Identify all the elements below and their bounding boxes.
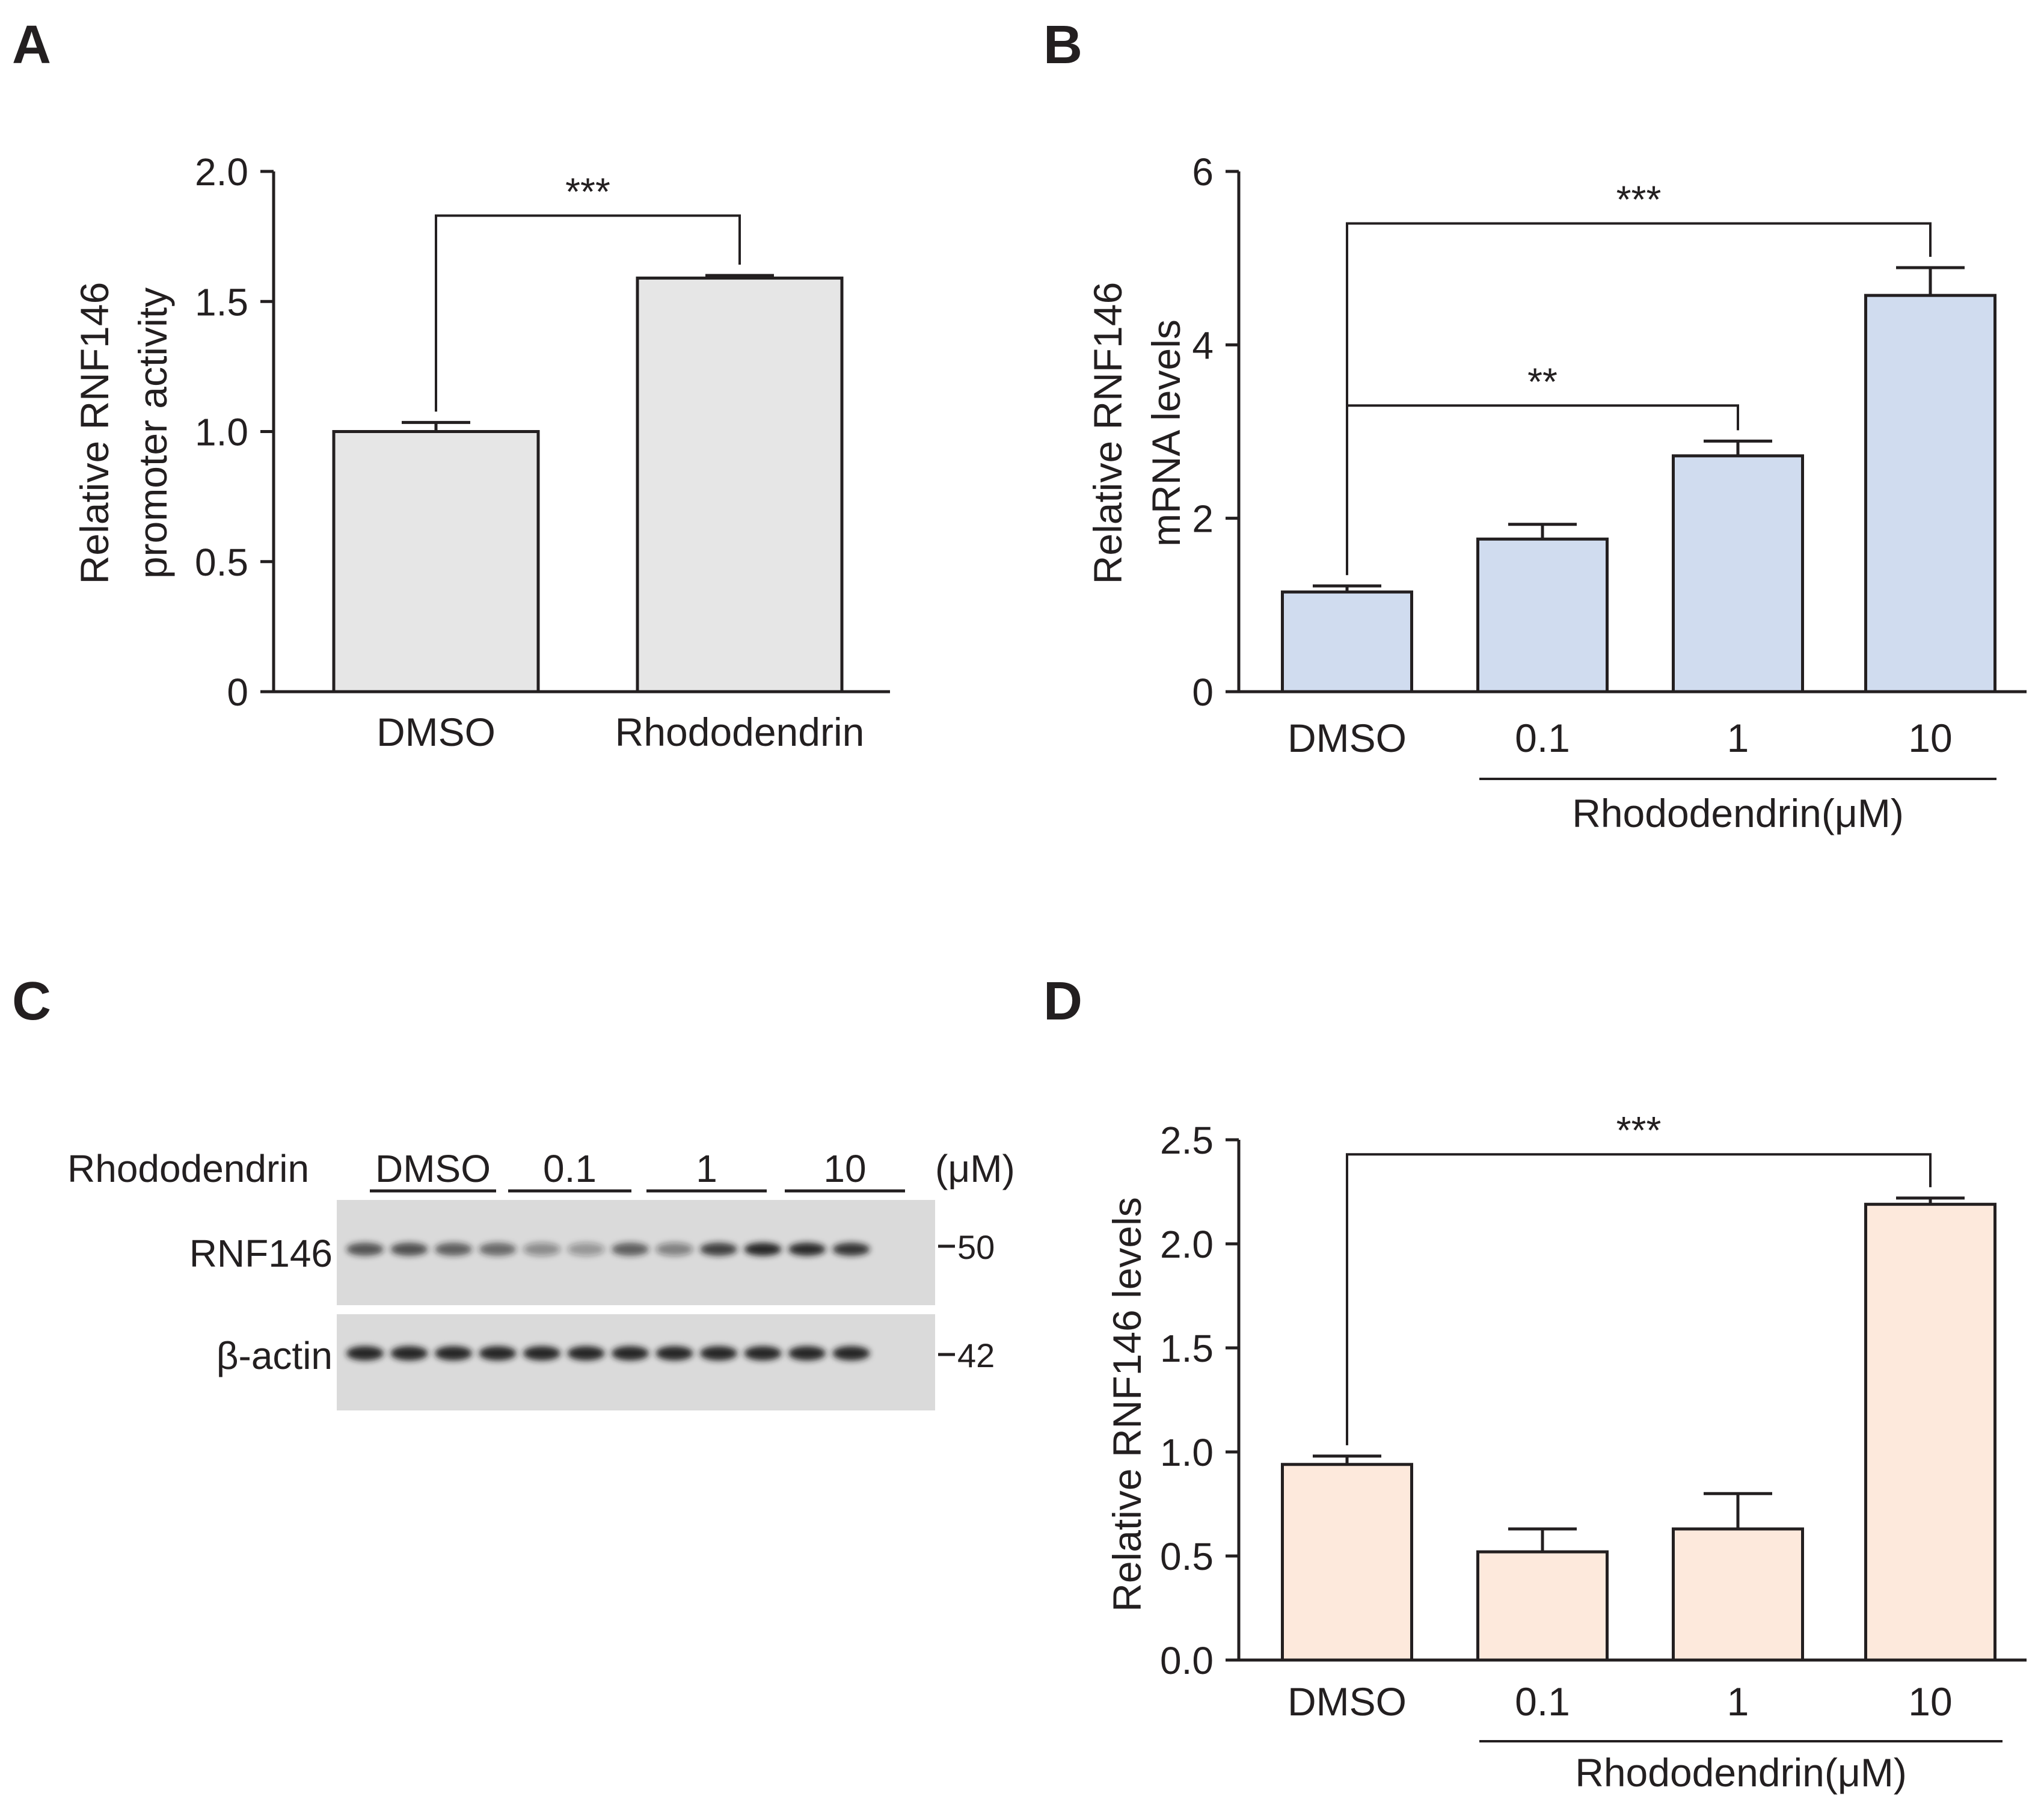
chart-a-significance-label: *** xyxy=(565,170,610,214)
chart-b-ylabel: Relative RNF146 mRNA levels xyxy=(1085,282,1188,585)
blot-band xyxy=(567,1346,605,1361)
chart-d-ytick-label: 2.5 xyxy=(1160,1119,1214,1162)
chart-a-bar xyxy=(636,276,844,693)
chart-b-group-label: Rhododendrin(μM) xyxy=(1572,791,1904,835)
blot-strip-beta-actin xyxy=(337,1314,935,1410)
blot-band xyxy=(744,1243,782,1256)
blot-band xyxy=(832,1243,870,1256)
blot-band xyxy=(346,1243,384,1256)
blot-band xyxy=(435,1346,472,1361)
chart-b-significance-bracket xyxy=(1346,404,1739,576)
chart-d-ytick-label: 1.0 xyxy=(1160,1431,1214,1474)
blot-band xyxy=(788,1243,826,1256)
blot-treatment-label: Rhododendrin xyxy=(67,1147,309,1190)
chart-a: Relative RNF146 promoter activity 0 0.5 1.… xyxy=(72,150,890,754)
chart-a-ylabel: Relative RNF146 promoter activity xyxy=(72,282,175,585)
chart-d-ytick-label: 0.5 xyxy=(1160,1535,1214,1578)
chart-b-ytick-label: 6 xyxy=(1192,150,1214,194)
blot-band xyxy=(346,1346,384,1361)
panel-label-b: B xyxy=(1043,15,1082,75)
chart-a-ytick-label: 1.5 xyxy=(195,280,248,324)
panel-label-d: D xyxy=(1043,971,1082,1032)
chart-a-significance-bracket xyxy=(435,214,741,412)
chart-b-bar xyxy=(1476,537,1609,693)
blot-band xyxy=(435,1243,472,1256)
chart-d-bar xyxy=(1281,1463,1413,1662)
chart-d-category-label: 10 xyxy=(1908,1679,1952,1724)
chart-b: Relative RNF146 mRNA levels 0 2 4 6 DMSO 0.1 1… xyxy=(1085,150,2027,835)
chart-d-category-label: DMSO xyxy=(1287,1679,1407,1724)
chart-a-ytick-label: 0 xyxy=(227,671,248,714)
blot-group-label: DMSO xyxy=(375,1147,491,1190)
blot-band xyxy=(612,1346,649,1361)
chart-a-bar xyxy=(332,430,540,693)
chart-d-group-label: Rhododendrin(μM) xyxy=(1575,1750,1907,1795)
chart-a-category-label: DMSO xyxy=(376,710,496,754)
chart-d-significance-bracket xyxy=(1346,1153,1932,1445)
blot-band xyxy=(655,1346,693,1361)
chart-d-category-label: 1 xyxy=(1727,1679,1749,1724)
blot-group-label: 1 xyxy=(696,1147,717,1190)
chart-b-category-label: 10 xyxy=(1908,716,1952,760)
chart-d-bar xyxy=(1476,1550,1609,1662)
blot-band xyxy=(523,1243,560,1256)
blot-band xyxy=(479,1346,517,1361)
chart-b-bar xyxy=(1281,590,1413,693)
blot-row-label-beta-actin: β-actin xyxy=(216,1334,333,1377)
blot-marker-42: 42 xyxy=(957,1336,995,1374)
blot-band xyxy=(390,1243,428,1256)
chart-b-significance-bracket xyxy=(1346,222,1932,576)
blot-group-headers: DMSO 0.1 1 10 xyxy=(370,1147,905,1193)
chart-d-ytick-label: 2.0 xyxy=(1160,1223,1214,1266)
blot-band xyxy=(700,1243,737,1256)
chart-b-category-label: 0.1 xyxy=(1515,716,1570,760)
chart-b-bar xyxy=(1864,294,1996,693)
blot-row-label-rnf146: RNF146 xyxy=(189,1232,333,1275)
chart-d-bar xyxy=(1864,1202,1996,1662)
chart-b-category-label: DMSO xyxy=(1287,716,1407,760)
chart-d-ylabel: Relative RNF146 levels xyxy=(1105,1197,1149,1612)
western-blot: Rhododendrin (μM) DMSO 0.1 1 10 RNF146 β-ac… xyxy=(67,1147,1015,1410)
chart-b-bar xyxy=(1672,454,1804,693)
blot-group-label: 0.1 xyxy=(543,1147,597,1190)
blot-band xyxy=(788,1346,826,1361)
chart-d-ytick-label: 1.5 xyxy=(1160,1327,1214,1370)
blot-group-label: 10 xyxy=(823,1147,866,1190)
chart-b-ytick-label: 4 xyxy=(1192,324,1214,367)
blot-band xyxy=(390,1346,428,1361)
chart-b-ytick-label: 0 xyxy=(1192,671,1214,714)
panel-label-c: C xyxy=(12,971,51,1032)
panel-label-a: A xyxy=(12,15,51,75)
blot-band xyxy=(567,1243,605,1256)
chart-a-category-label: Rhododendrin xyxy=(615,710,865,754)
chart-b-ylabel-line-1: Relative RNF146 xyxy=(1085,282,1130,585)
chart-a-ytick-label: 1.0 xyxy=(195,411,248,454)
chart-b-ytick-label: 2 xyxy=(1192,497,1214,541)
chart-b-significance-label: ** xyxy=(1527,360,1558,403)
chart-d-ylabel-line-1: Relative RNF146 levels xyxy=(1105,1197,1149,1612)
blot-band xyxy=(832,1346,870,1361)
chart-a-ylabel-line-1: Relative RNF146 xyxy=(72,282,117,585)
blot-band xyxy=(744,1346,782,1361)
chart-a-ylabel-line-2: promoter activity xyxy=(130,288,175,579)
chart-b-significance-label: *** xyxy=(1616,178,1662,221)
blot-band xyxy=(612,1243,649,1256)
blot-band xyxy=(523,1346,560,1361)
chart-d-significance-label: *** xyxy=(1616,1109,1662,1152)
chart-a-ytick-label: 2.0 xyxy=(195,150,248,194)
blot-band xyxy=(700,1346,737,1361)
blot-bands xyxy=(346,1243,870,1361)
chart-b-category-label: 1 xyxy=(1727,716,1749,760)
blot-marker-50: 50 xyxy=(957,1228,995,1266)
chart-a-ytick-label: 0.5 xyxy=(195,541,248,584)
chart-b-ylabel-line-2: mRNA levels xyxy=(1144,319,1188,547)
blot-band xyxy=(479,1243,517,1256)
chart-d: Relative RNF146 levels 0.0 0.5 1.0 1.5 2.0 2.… xyxy=(1105,1109,2027,1795)
chart-d-ytick-label: 0.0 xyxy=(1160,1639,1214,1682)
blot-unit-label: (μM) xyxy=(935,1147,1015,1190)
chart-d-bar xyxy=(1672,1527,1804,1662)
chart-d-category-label: 0.1 xyxy=(1515,1679,1570,1724)
blot-band xyxy=(655,1243,693,1256)
